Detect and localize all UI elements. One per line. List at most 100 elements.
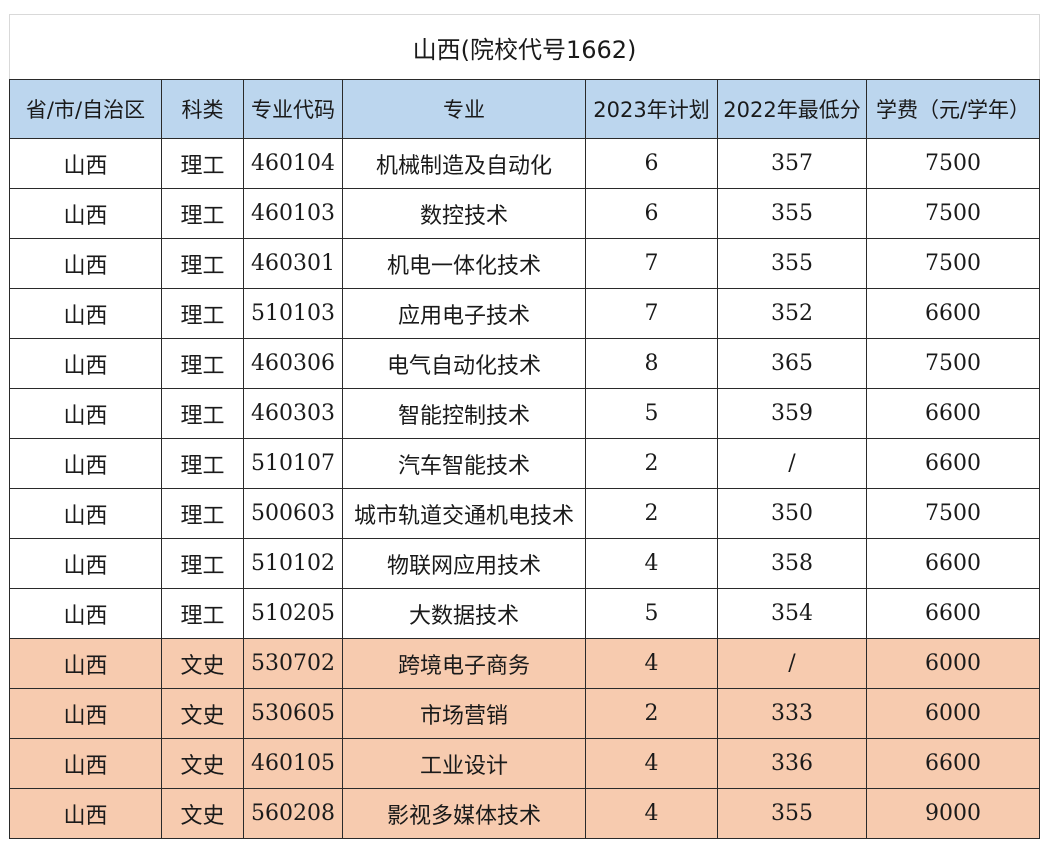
cell-tuition: 6600 — [865, 588, 1041, 639]
header-province: 省/市/自治区 — [9, 79, 162, 139]
title-row: 山西(院校代号1662) — [8, 14, 1041, 80]
header-min-score-2022: 2022年最低分 — [717, 79, 867, 139]
cell-major: 城市轨道交通机电技术 — [342, 488, 586, 539]
cell-major-code: 530702 — [243, 638, 343, 689]
header-major: 专业 — [342, 79, 586, 139]
cell-tuition: 7500 — [865, 338, 1041, 389]
cell-province: 山西 — [9, 338, 162, 389]
cell-major: 电气自动化技术 — [342, 338, 586, 389]
table-row: 山西 文史 530702 跨境电子商务 4/6000 — [9, 638, 1041, 689]
cell-plan-2023: 5 — [585, 388, 718, 439]
header-major-code: 专业代码 — [243, 79, 343, 139]
cell-min-score-2022: 354 — [717, 588, 867, 639]
cell-major: 机电一体化技术 — [342, 238, 586, 289]
cell-province: 山西 — [9, 638, 162, 689]
cell-tuition: 6000 — [865, 638, 1041, 689]
cell-plan-2023: 4 — [585, 538, 718, 589]
cell-province: 山西 — [9, 788, 162, 839]
cell-major-code: 560208 — [243, 788, 343, 839]
cell-province: 山西 — [9, 288, 162, 339]
cell-major-code: 460104 — [243, 138, 343, 189]
header-category: 科类 — [161, 79, 244, 139]
cell-major: 机械制造及自动化 — [342, 138, 586, 189]
cell-tuition: 6600 — [865, 538, 1041, 589]
cell-province: 山西 — [9, 588, 162, 639]
cell-province: 山西 — [9, 388, 162, 439]
cell-major-code: 460105 — [243, 738, 343, 789]
table-row: 山西 理工 460104 机械制造及自动化 6 357 7500 — [9, 138, 1041, 189]
cell-min-score-2022: 357 — [717, 138, 867, 189]
table-title: 山西(院校代号1662) — [8, 14, 1041, 80]
cell-major-code: 510107 — [243, 438, 343, 489]
cell-category: 理工 — [161, 538, 244, 589]
cell-major: 跨境电子商务 — [342, 638, 586, 689]
cell-category: 理工 — [161, 138, 244, 189]
cell-min-score-2022: 350 — [717, 488, 867, 539]
table-row: 山西 理工 460306 电气自动化技术 8 365 7500 — [9, 338, 1041, 389]
cell-major: 智能控制技术 — [342, 388, 586, 439]
cell-major: 市场营销 — [342, 688, 586, 739]
cell-major-code: 500603 — [243, 488, 343, 539]
cell-plan-2023: 7 — [585, 238, 718, 289]
cell-min-score-2022: 333 — [717, 688, 867, 739]
cell-min-score-2022: 358 — [717, 538, 867, 589]
cell-province: 山西 — [9, 438, 162, 489]
cell-category: 理工 — [161, 588, 244, 639]
table-row: 山西 理工 460103 数控技术 6 355 7500 — [9, 188, 1041, 239]
cell-category: 文史 — [161, 738, 244, 789]
cell-province: 山西 — [9, 538, 162, 589]
cell-category: 理工 — [161, 288, 244, 339]
cell-category: 文史 — [161, 638, 244, 689]
cell-category: 理工 — [161, 438, 244, 489]
table-row: 山西 理工 460303 智能控制技术 5 359 6600 — [9, 388, 1041, 439]
cell-category: 理工 — [161, 238, 244, 289]
cell-min-score-2022: 365 — [717, 338, 867, 389]
cell-major-code: 460306 — [243, 338, 343, 389]
table-row: 山西 文史 460105 工业设计 4 336 6600 — [9, 738, 1041, 789]
cell-major: 汽车智能技术 — [342, 438, 586, 489]
cell-tuition: 6000 — [865, 688, 1041, 739]
table-row: 山西 文史 530605 市场营销 2 333 6000 — [9, 688, 1041, 739]
cell-tuition: 9000 — [865, 788, 1041, 839]
cell-major: 大数据技术 — [342, 588, 586, 639]
cell-category: 理工 — [161, 188, 244, 239]
table-row: 山西 理工 510107 汽车智能技术 2/6600 — [9, 438, 1041, 489]
table-body: 山西 理工 460104 机械制造及自动化 6 357 7500 山西 理工 460103 数控技术… — [9, 138, 1041, 839]
cell-category: 理工 — [161, 338, 244, 389]
admission-plan-table: 山西(院校代号1662) 省/市/自治区 科类 专业代码 专业 2023年计划 … — [8, 14, 1041, 839]
cell-plan-2023: 7 — [585, 288, 718, 339]
cell-plan-2023: 8 — [585, 338, 718, 389]
cell-min-score-2022: 336 — [717, 738, 867, 789]
cell-major-code: 530605 — [243, 688, 343, 739]
cell-major-code: 460103 — [243, 188, 343, 239]
cell-tuition: 7500 — [865, 138, 1041, 189]
cell-category: 文史 — [161, 688, 244, 739]
cell-plan-2023: 5 — [585, 588, 718, 639]
table-row: 山西 文史 560208 影视多媒体技术 4 355 9000 — [9, 788, 1041, 839]
cell-plan-2023: 4 — [585, 788, 718, 839]
table-row: 山西 理工 510103 应用电子技术 7 352 6600 — [9, 288, 1041, 339]
cell-plan-2023: 2 — [585, 488, 718, 539]
cell-plan-2023: 6 — [585, 188, 718, 239]
cell-plan-2023: 4 — [585, 738, 718, 789]
cell-major: 应用电子技术 — [342, 288, 586, 339]
cell-province: 山西 — [9, 188, 162, 239]
cell-major-code: 510205 — [243, 588, 343, 639]
cell-tuition: 6600 — [865, 288, 1041, 339]
cell-plan-2023: 2 — [585, 438, 718, 489]
cell-major: 数控技术 — [342, 188, 586, 239]
cell-plan-2023: 2 — [585, 688, 718, 739]
cell-category: 理工 — [161, 388, 244, 439]
cell-major-code: 460301 — [243, 238, 343, 289]
admission-table-container: 山西(院校代号1662) 省/市/自治区 科类 专业代码 专业 2023年计划 … — [8, 14, 1041, 857]
cell-major: 影视多媒体技术 — [342, 788, 586, 839]
cell-tuition: 6600 — [865, 388, 1041, 439]
cell-province: 山西 — [9, 738, 162, 789]
cell-tuition: 7500 — [865, 488, 1041, 539]
cell-min-score-2022: / — [717, 438, 867, 489]
cell-tuition: 7500 — [865, 238, 1041, 289]
cell-min-score-2022: 355 — [717, 238, 867, 289]
cell-major-code: 510102 — [243, 538, 343, 589]
table-row: 山西 理工 510205 大数据技术 5 354 6600 — [9, 588, 1041, 639]
cell-min-score-2022: 355 — [717, 788, 867, 839]
